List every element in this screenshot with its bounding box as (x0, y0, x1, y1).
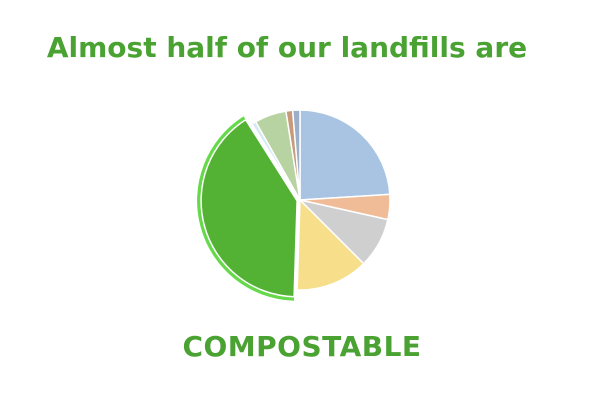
compostable-label: COMPOSTABLE (182, 330, 422, 363)
headline: Almost half of our landfills are (46, 31, 528, 64)
pie-slice-slice-9 (291, 109, 301, 201)
pie-slice-slice-1 (299, 109, 391, 201)
pie-slice-slice-4 (296, 198, 365, 291)
pie-chart (197, 109, 391, 301)
pie-slice-slice-5-compostable (200, 118, 298, 298)
